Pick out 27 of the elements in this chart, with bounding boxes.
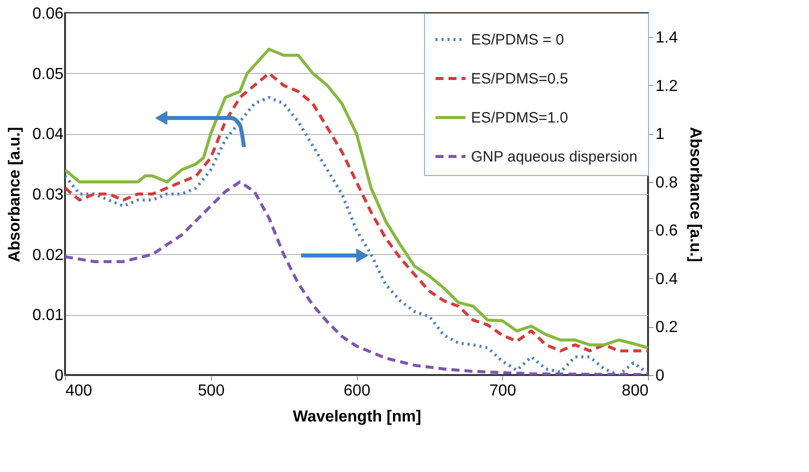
y2-tick-label: 0.4 (656, 270, 678, 288)
legend-label: GNP aqueous dispersion (471, 148, 638, 166)
legend-label: ES/PDMS = 0 (471, 32, 564, 48)
y2-tick-label: 1.4 (656, 30, 678, 47)
y-tick-label: 0.03 (32, 186, 64, 204)
y2-tick-label: 0.2 (656, 319, 678, 336)
y-tick-label: 0.05 (32, 66, 64, 83)
x-tick-label: 500 (198, 382, 225, 400)
y2-tick-label: 0 (656, 368, 664, 384)
x-tick-label: 800 (622, 382, 649, 400)
x-tick-label: 400 (66, 382, 92, 400)
y2-tick-label: 0.8 (656, 174, 678, 192)
y2-tick-label: 1 (656, 126, 664, 144)
y-axis-title: Absorbance [a.u.] (6, 126, 24, 262)
y-tick-label: 0 (54, 368, 64, 384)
x-axis-title: Wavelength [nm] (292, 408, 422, 426)
y2-axis-title: Absorbance [a.u.] (686, 126, 704, 262)
y-tick-label: 0.02 (32, 246, 64, 264)
y-tick-label: 0.04 (32, 126, 64, 144)
x-tick-label: 700 (489, 382, 516, 400)
y-tick-label: 0.06 (32, 6, 64, 22)
legend-label: ES/PDMS=1.0 (471, 110, 568, 126)
legend-label: ES/PDMS=0.5 (471, 70, 568, 88)
y-tick-label: 0.01 (32, 307, 64, 324)
x-tick-label: 600 (344, 382, 370, 400)
y2-tick-label: 0.6 (656, 222, 678, 240)
y2-tick-label: 1.2 (656, 78, 678, 95)
